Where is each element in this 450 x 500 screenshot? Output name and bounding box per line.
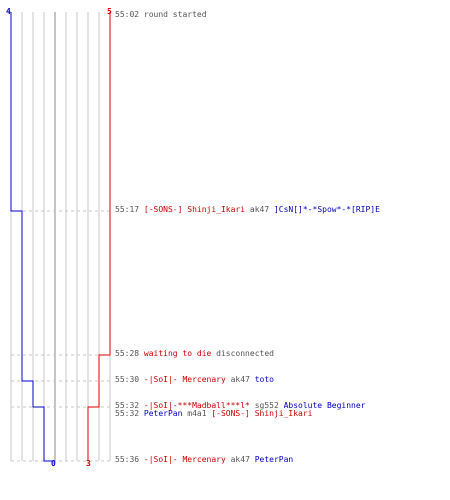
event-action: ak47 [225, 375, 255, 384]
event-timestamp: 55:36 [115, 455, 144, 464]
event-timestamp: 55:28 [115, 349, 144, 358]
event-action: m4a1 [182, 409, 212, 418]
event-guide-lines [11, 210, 112, 462]
red-team-alive-line [87, 12, 111, 461]
blue-end-count: 0 [51, 459, 56, 468]
event-timestamp: 55:17 [115, 205, 144, 214]
event-action: ak47 [225, 455, 255, 464]
player-name: -|SoI|- Mercenary [143, 455, 226, 464]
event-timestamp: 55:02 [115, 10, 144, 19]
player-name: ]CsN[]*-*Spow*-*[RIP]E [273, 205, 380, 214]
player-name: [-SONS-] Shinji_Ikari [143, 205, 246, 214]
player-name: toto [254, 375, 274, 384]
event-action: round started [143, 10, 207, 19]
player-name: PeterPan [254, 455, 294, 464]
kill-feed-row: 55:02 round started [115, 10, 207, 20]
kill-feed-row: 55:30 -|SoI|- Mercenary ak47 toto [115, 375, 274, 385]
event-action: disconnected [211, 349, 274, 358]
player-name: PeterPan [143, 409, 183, 418]
kill-feed-row: 55:28 waiting to die disconnected [115, 349, 274, 359]
event-timestamp: 55:32 [115, 409, 144, 418]
kill-feed-row: 55:32 -|SoI|-***Madball***l* sg552 Absol… [115, 401, 365, 411]
red-start-count: 5 [107, 7, 112, 16]
player-name: waiting to die [143, 349, 212, 358]
player-count-grid [10, 12, 111, 461]
blue-team-alive-line [10, 12, 55, 462]
blue-start-count: 4 [6, 7, 11, 16]
kill-feed-row: 55:32 PeterPan m4a1 [-SONS-] Shinji_Ikar… [115, 409, 313, 419]
event-action: ak47 [245, 205, 274, 214]
kill-feed-row: 55:36 -|SoI|- Mercenary ak47 PeterPan [115, 455, 293, 465]
player-name: Absolute Beginner [283, 401, 366, 410]
player-name: [-SONS-] Shinji_Ikari [211, 409, 313, 418]
player-name: -|SoI|- Mercenary [143, 375, 226, 384]
event-timestamp: 55:32 [115, 401, 144, 410]
event-timestamp: 55:30 [115, 375, 144, 384]
event-action: sg552 [249, 401, 284, 410]
player-name: -|SoI|-***Madball***l* [143, 401, 250, 410]
red-end-count: 3 [86, 459, 91, 468]
kill-feed-row: 55:17 [-SONS-] Shinji_Ikari ak47 ]CsN[]*… [115, 205, 380, 215]
